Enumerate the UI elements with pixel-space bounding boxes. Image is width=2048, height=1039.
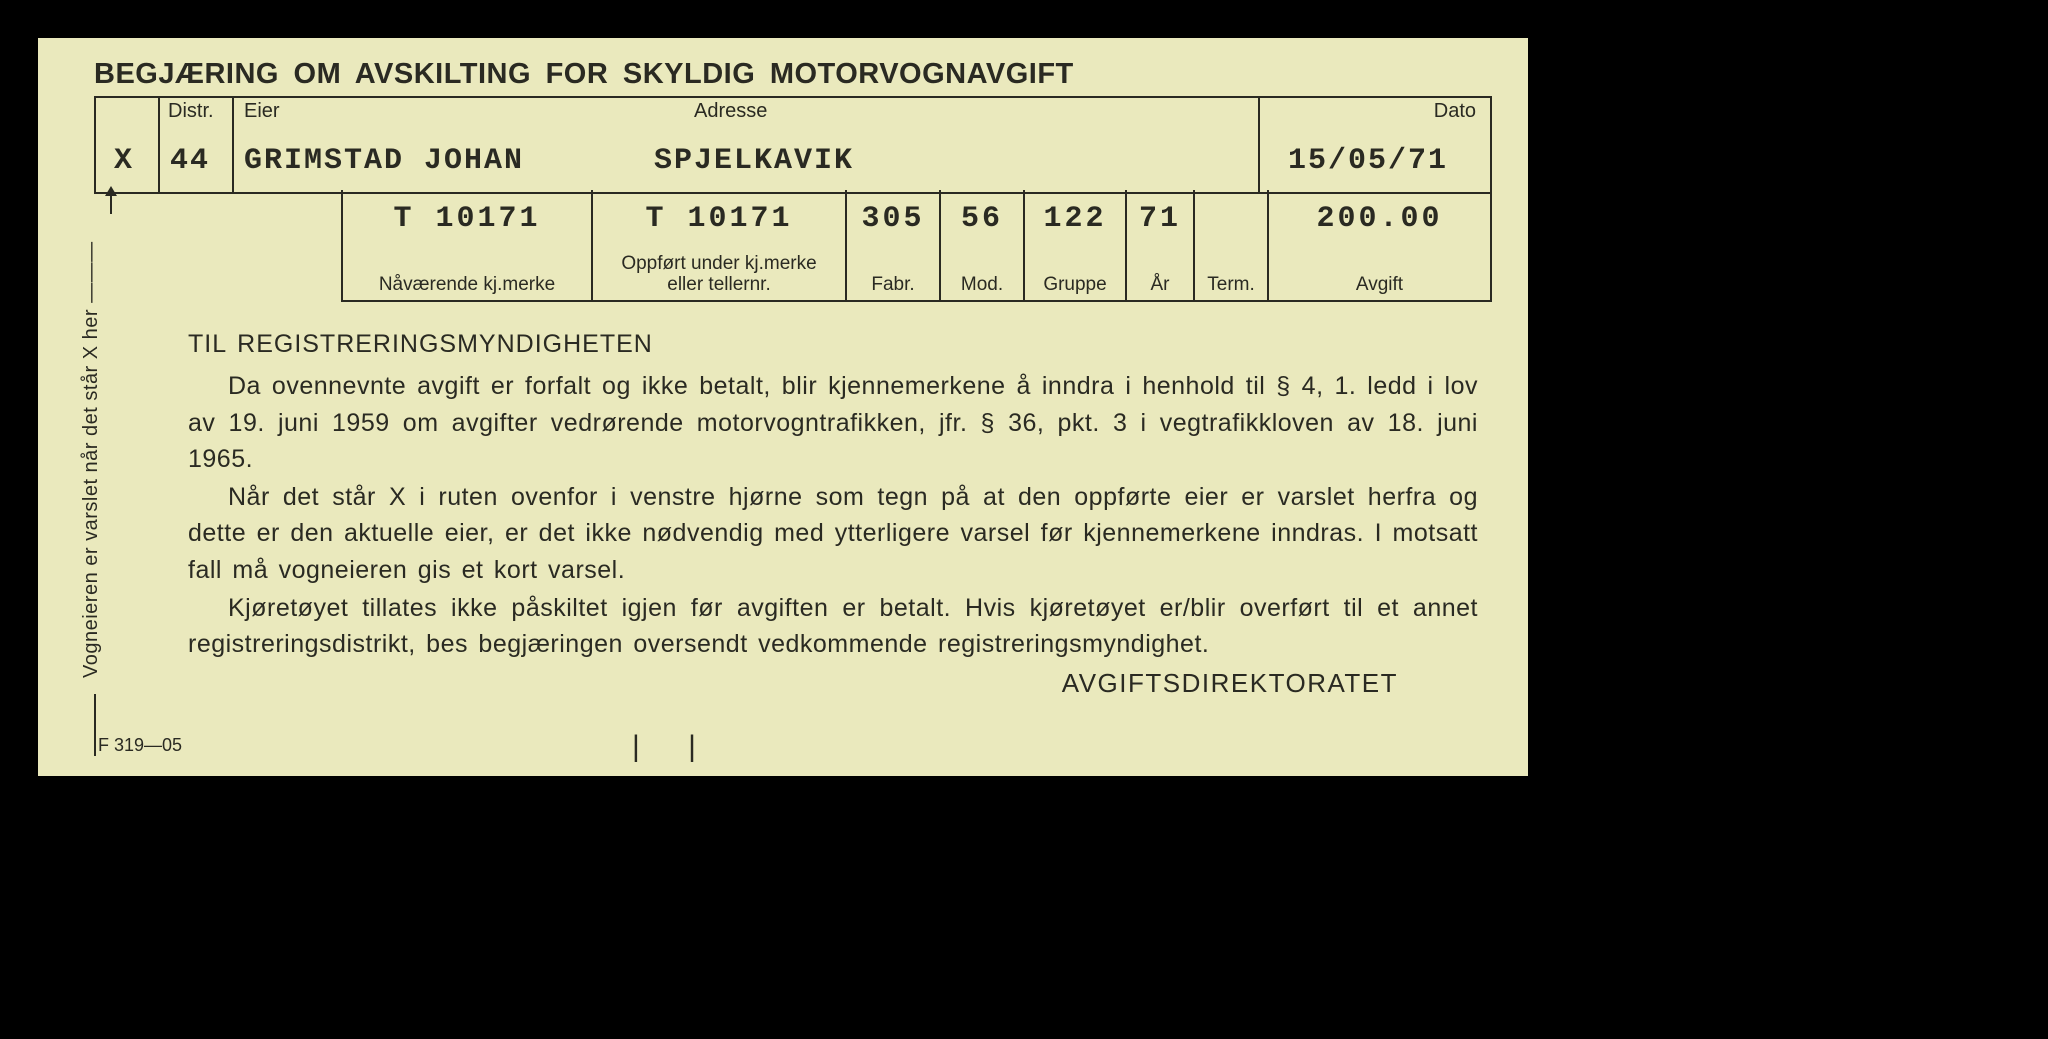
body-subtitle: TIL REGISTRERINGSMYNDIGHETEN: [188, 326, 1478, 362]
signature-line: AVGIFTSDIREKTORATET: [1062, 668, 1398, 699]
nav-value: T 10171: [343, 202, 591, 236]
avg-label: Avgift: [1269, 275, 1490, 296]
left-rule-mark: [94, 694, 96, 756]
document-paper: BEGJÆRING OM AVSKILTING FOR SKYLDIG MOTO…: [38, 38, 1528, 776]
grp-label: Gruppe: [1025, 275, 1125, 296]
cell-mod: 56 Mod.: [941, 190, 1025, 300]
fabr-label: Fabr.: [847, 275, 939, 296]
ar-value: 71: [1127, 202, 1193, 236]
body-paragraph-1: Da ovennevnte avgift er forfalt og ikke …: [188, 368, 1478, 477]
nav-label: Nåværende kj.merke: [343, 275, 591, 296]
opp-label-1: Oppført under kj.merke: [621, 253, 816, 274]
cell-distr: Distr. 44: [160, 98, 234, 192]
cell-gruppe: 122 Gruppe: [1025, 190, 1127, 300]
dato-label: Dato: [1434, 100, 1476, 123]
body-paragraph-3: Kjøretøyet tillates ikke påskiltet igjen…: [188, 590, 1478, 663]
distr-label: Distr.: [168, 100, 214, 123]
opp-label-2: eller tellernr.: [667, 274, 771, 295]
body-paragraph-2: Når det står X i ruten ovenfor i venstre…: [188, 479, 1478, 588]
cell-fabr: 305 Fabr.: [847, 190, 941, 300]
cell-dato: Dato 15/05/71: [1260, 98, 1490, 192]
side-note-vertical: Vogneieren er varslet når det står X her…: [80, 118, 103, 678]
cell-avgift: 200.00 Avgift: [1269, 190, 1490, 300]
x-mark: X: [114, 144, 134, 178]
opp-label: Oppført under kj.merke eller tellernr.: [593, 254, 845, 296]
mod-label: Mod.: [941, 275, 1023, 296]
arrow-up-icon: [110, 194, 112, 214]
term-label: Term.: [1195, 275, 1267, 296]
avg-value: 200.00: [1269, 202, 1490, 236]
cell-eier-adresse: Eier Adresse GRIMSTAD JOHAN SPJELKAVIK: [234, 98, 1260, 192]
cell-ar: 71 År: [1127, 190, 1195, 300]
body-text: TIL REGISTRERINGSMYNDIGHETEN Da ovennevn…: [188, 326, 1478, 664]
cell-x: X: [96, 98, 160, 192]
form-title: BEGJÆRING OM AVSKILTING FOR SKYLDIG MOTO…: [94, 58, 1074, 91]
cell-term: Term.: [1195, 190, 1269, 300]
ar-label: År: [1127, 275, 1193, 296]
opp-value: T 10171: [593, 202, 845, 236]
bottom-ticks: | |: [632, 730, 716, 764]
mod-value: 56: [941, 202, 1023, 236]
distr-value: 44: [170, 144, 210, 178]
eier-label: Eier: [244, 100, 280, 123]
grp-value: 122: [1025, 202, 1125, 236]
adresse-label: Adresse: [694, 100, 767, 123]
fabr-value: 305: [847, 202, 939, 236]
header-row-1: X Distr. 44 Eier Adresse GRIMSTAD JOHAN …: [94, 96, 1492, 194]
dato-value: 15/05/71: [1288, 144, 1448, 178]
form-number: F 319—05: [98, 735, 182, 756]
adresse-value: SPJELKAVIK: [654, 144, 854, 178]
eier-value: GRIMSTAD JOHAN: [244, 144, 524, 178]
header-row-2: T 10171 Nåværende kj.merke T 10171 Oppfø…: [341, 190, 1492, 302]
cell-oppfort: T 10171 Oppført under kj.merke eller tel…: [593, 190, 847, 300]
cell-nav-merke: T 10171 Nåværende kj.merke: [343, 190, 593, 300]
